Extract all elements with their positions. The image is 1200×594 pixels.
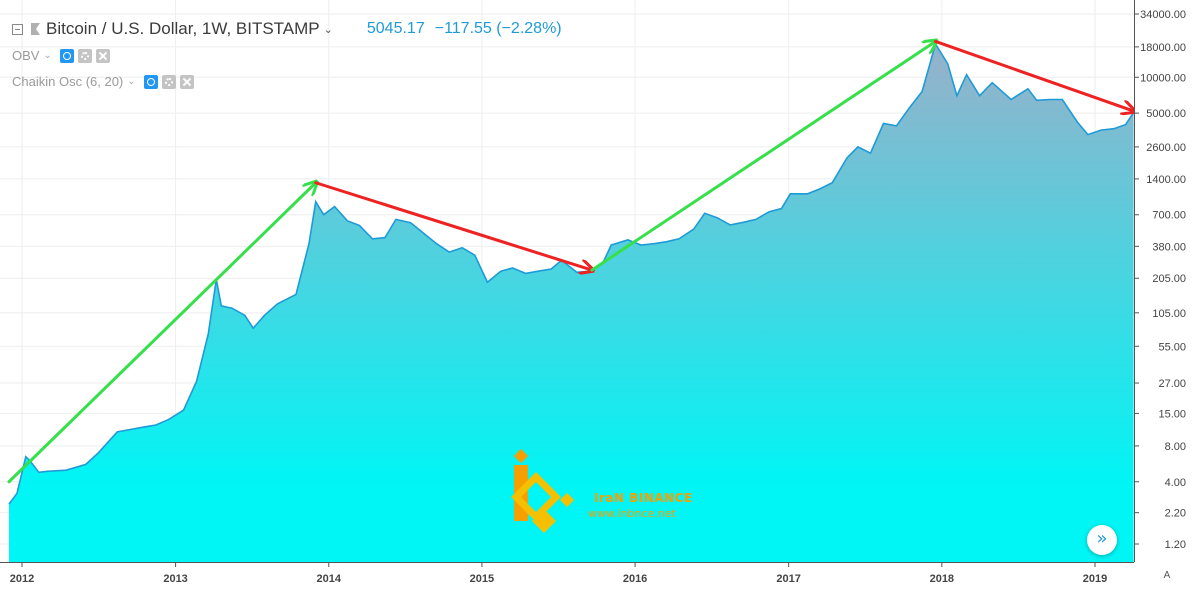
y-tick-label: 27.00 xyxy=(1158,378,1186,390)
y-tick-label: 205.00 xyxy=(1152,273,1186,285)
close-icon[interactable] xyxy=(95,48,110,63)
x-axis[interactable]: 2012 2013 2014 2015 2016 2017 2018 2019 xyxy=(10,562,1107,585)
indicator-legend-obv: OBV ⌄ xyxy=(12,48,114,63)
indicator-legend-chaikin: Chaikin Osc (6, 20) ⌄ xyxy=(12,74,198,89)
y-tick-label: 2.20 xyxy=(1165,508,1186,520)
watermark-brand: IraN BINANCE xyxy=(594,491,693,505)
auto-scale-button[interactable]: A xyxy=(1163,570,1171,581)
y-tick-label: 8.00 xyxy=(1165,441,1186,453)
price-area-fill xyxy=(9,44,1134,563)
watermark-url: www.inbnce.net xyxy=(588,507,676,520)
indicator-label[interactable]: OBV xyxy=(12,48,40,63)
y-tick-label: 1.20 xyxy=(1165,539,1186,551)
scroll-to-realtime-button[interactable]: » xyxy=(1087,525,1117,555)
y-tick-label: 105.00 xyxy=(1152,308,1186,320)
y-tick-label: 380.00 xyxy=(1152,241,1186,253)
y-tick-label: 18000.00 xyxy=(1140,42,1186,54)
symbol-flag-icon[interactable] xyxy=(31,23,40,35)
gear-icon[interactable] xyxy=(161,74,176,89)
chevron-down-icon[interactable]: ⌄ xyxy=(323,23,333,36)
main-legend: Bitcoin / U.S. Dollar, 1W, BITSTAMP ⌄ 50… xyxy=(12,19,562,39)
y-tick-label: 4.00 xyxy=(1165,477,1186,489)
symbol-title[interactable]: Bitcoin / U.S. Dollar, 1W, BITSTAMP xyxy=(46,19,320,38)
downtrend-arrow xyxy=(314,181,592,270)
price-change: −117.55 (−2.28%) xyxy=(434,20,562,37)
x-axis-panel xyxy=(0,562,1200,594)
close-icon[interactable] xyxy=(179,74,194,89)
uptrend-arrow xyxy=(7,183,316,484)
x-tick-label: 2014 xyxy=(317,573,342,585)
x-tick-label: 2013 xyxy=(163,573,187,585)
watermark-logo: IraN BINANCE www.inbnce.net xyxy=(510,447,693,542)
y-tick-label: 5000.00 xyxy=(1146,108,1186,120)
chevron-down-icon[interactable]: ⌄ xyxy=(43,50,52,61)
y-tick-label: 34000.00 xyxy=(1140,9,1186,21)
indicator-label[interactable]: Chaikin Osc (6, 20) xyxy=(12,74,124,89)
trend-arrows xyxy=(7,39,1134,484)
x-tick-label: 2016 xyxy=(623,573,647,585)
price-area xyxy=(8,42,1135,563)
last-price: 5045.17 xyxy=(366,20,425,37)
y-tick-label: 10000.00 xyxy=(1140,72,1186,84)
y-tick-label: 700.00 xyxy=(1152,210,1186,222)
x-tick-label: 2018 xyxy=(930,573,954,585)
y-axis[interactable]: 34000.00 18000.00 10000.00 5000.00 2600.00 14… xyxy=(1134,9,1186,551)
x-tick-label: 2015 xyxy=(470,573,494,585)
uptrend-arrow xyxy=(590,41,936,272)
visibility-icon[interactable] xyxy=(59,48,74,63)
y-tick-label: 2600.00 xyxy=(1146,142,1186,154)
chevron-down-icon[interactable]: ⌄ xyxy=(127,76,136,87)
y-axis-panel xyxy=(1134,0,1200,594)
y-tick-label: 1400.00 xyxy=(1146,174,1186,186)
x-tick-label: 2012 xyxy=(10,573,34,585)
x-tick-label: 2017 xyxy=(776,573,800,585)
visibility-icon[interactable] xyxy=(143,74,158,89)
gear-icon[interactable] xyxy=(77,48,92,63)
y-tick-label: 15.00 xyxy=(1158,408,1186,420)
binance-logo-icon xyxy=(511,448,575,533)
price-line xyxy=(8,42,1135,505)
collapse-legend-icon[interactable] xyxy=(12,23,23,35)
x-tick-label: 2019 xyxy=(1083,573,1107,585)
y-tick-label: 55.00 xyxy=(1158,341,1186,353)
downtrend-arrow xyxy=(934,39,1134,111)
